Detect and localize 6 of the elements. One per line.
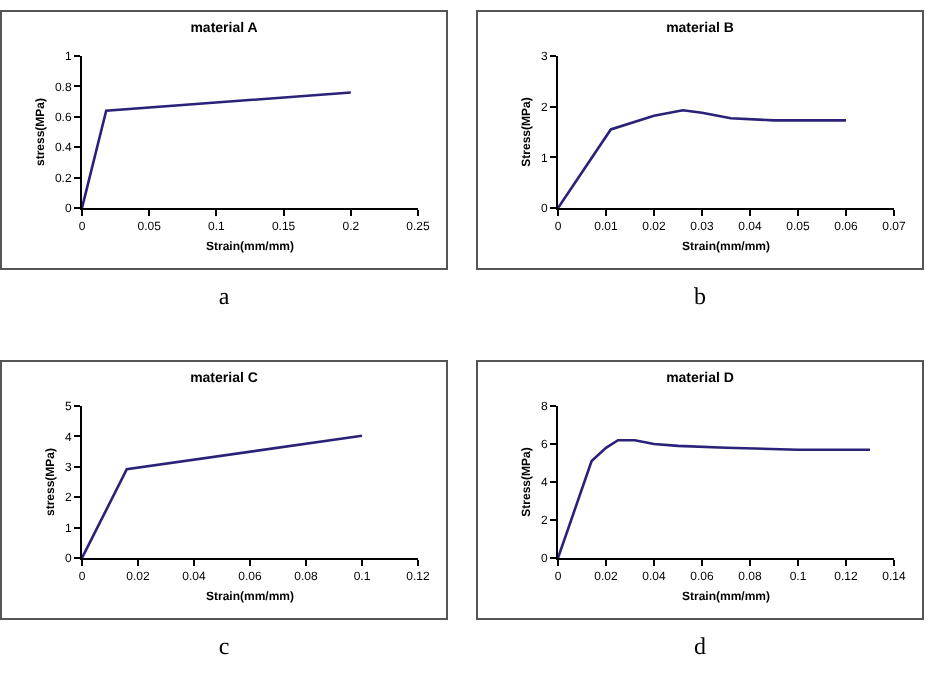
line-series xyxy=(558,438,872,558)
line-series xyxy=(558,108,848,208)
text: a xyxy=(216,282,232,310)
text: d xyxy=(692,632,708,660)
text: c xyxy=(216,632,232,660)
text: b xyxy=(692,282,708,310)
